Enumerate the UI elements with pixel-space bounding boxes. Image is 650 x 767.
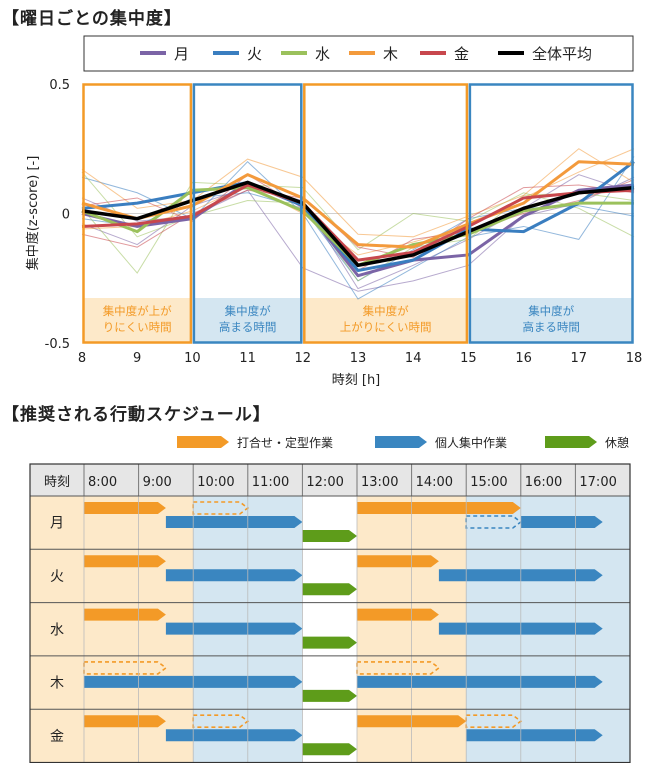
header-bg <box>30 464 630 496</box>
day-label: 木 <box>50 676 64 692</box>
legend-label: 全体平均 <box>532 45 592 63</box>
x-tick-label: 8 <box>78 351 86 366</box>
individual-series-line <box>81 181 635 274</box>
schedule-bar <box>165 729 303 742</box>
header-cell: 8:00 <box>88 475 117 490</box>
x-tick-label: 11 <box>239 351 256 366</box>
y-tick-label: 0.5 <box>49 78 70 93</box>
schedule-bar <box>466 729 603 742</box>
x-tick-label: 10 <box>184 351 201 366</box>
schedule-bar <box>302 583 357 596</box>
schedule-bar <box>302 743 357 756</box>
table-border <box>29 463 631 763</box>
region-frame <box>192 83 303 344</box>
x-tick-label: 15 <box>460 351 477 366</box>
schedule-bar <box>84 502 166 514</box>
day-label: 火 <box>50 569 64 585</box>
schedule-bar <box>302 530 357 542</box>
region-label: 高まる時間 <box>219 320 277 334</box>
schedule-bar <box>165 569 303 582</box>
header-cell: 11:00 <box>252 475 289 490</box>
schedule-bar <box>357 555 439 568</box>
schedule-legend-swatch <box>177 436 229 448</box>
schedule-bar <box>357 608 439 621</box>
x-tick-label: 17 <box>571 351 588 366</box>
series-line <box>81 183 635 262</box>
individual-series-line <box>81 184 635 259</box>
region-label: 上がりにくい時間 <box>340 320 432 334</box>
y-axis-label: 集中度(z-score) [-] <box>25 156 41 271</box>
schedule-legend-swatch <box>545 436 597 448</box>
legend-label: 月 <box>174 45 189 63</box>
series-line <box>81 160 635 272</box>
day-label: 金 <box>50 729 64 745</box>
header-cell: 時刻 <box>44 475 70 490</box>
schedule-legend-label: 打合せ・定型作業 <box>237 435 333 450</box>
day-label: 水 <box>50 622 64 638</box>
region-label: 集中度が <box>225 304 271 318</box>
region-label: 集中度が <box>363 304 409 318</box>
header-cell: 9:00 <box>143 475 172 490</box>
region-frame <box>468 83 634 344</box>
schedule-bar <box>84 608 166 621</box>
schedule-bar <box>165 622 303 635</box>
region-frame <box>303 83 469 344</box>
x-axis-label: 時刻 [h] <box>332 373 381 388</box>
x-tick-label: 12 <box>295 351 312 366</box>
series-line <box>81 160 635 249</box>
schedule-bar <box>520 516 603 528</box>
x-tick-label: 16 <box>515 351 532 366</box>
series-line <box>81 180 635 268</box>
schedule-bar <box>357 675 603 688</box>
region-label: 高まる時間 <box>522 320 580 334</box>
x-tick-label: 18 <box>626 351 643 366</box>
region-label: 集中度が <box>528 304 574 318</box>
region-label-bg <box>194 298 301 342</box>
y-tick-label: -0.5 <box>45 337 70 352</box>
region-label-bg <box>304 298 467 342</box>
legend-label: 水 <box>315 45 330 63</box>
schedule-bar <box>357 502 521 514</box>
schedule-bar <box>302 689 357 702</box>
day-label: 月 <box>50 516 64 532</box>
region-label: りにくい時間 <box>103 320 172 334</box>
header-cell: 12:00 <box>306 475 343 490</box>
y-tick-label: 0 <box>62 208 70 223</box>
day-column-bg <box>30 496 84 763</box>
concentration-line-chart: 月火水木金全体平均集中度が上がりにくい時間集中度が高まる時間集中度が上がりにくい… <box>25 35 643 388</box>
x-tick-label: 13 <box>350 351 367 366</box>
schedule-bar <box>84 555 166 568</box>
header-cell: 15:00 <box>470 475 507 490</box>
schedule-legend-label: 個人集中作業 <box>435 435 507 450</box>
header-cell: 10:00 <box>197 475 234 490</box>
x-tick-label: 9 <box>133 351 141 366</box>
schedule-legend-label: 休憩 <box>605 435 629 450</box>
region-label-bg <box>470 298 632 342</box>
schedule-bar <box>84 715 166 728</box>
region-label: 集中度が上が <box>103 304 172 318</box>
header-cell: 16:00 <box>525 475 562 490</box>
region-label-bg <box>84 298 191 342</box>
region-frame <box>82 83 193 344</box>
schedule-bar <box>165 516 303 528</box>
header-cell: 14:00 <box>416 475 453 490</box>
x-tick-label: 14 <box>405 351 422 366</box>
schedule-legend-swatch <box>375 436 427 448</box>
header-cell: 13:00 <box>361 475 398 490</box>
legend-label: 木 <box>383 45 398 63</box>
individual-series-line <box>81 171 635 282</box>
legend-label: 火 <box>247 45 262 63</box>
legend-label: 金 <box>454 45 469 63</box>
chart-section-title: 【曜日ごとの集中度】 <box>2 9 182 29</box>
schedule-bar <box>302 636 357 649</box>
header-cell: 17:00 <box>579 475 616 490</box>
schedule-section-title: 【推奨される行動スケジュール】 <box>2 405 271 425</box>
